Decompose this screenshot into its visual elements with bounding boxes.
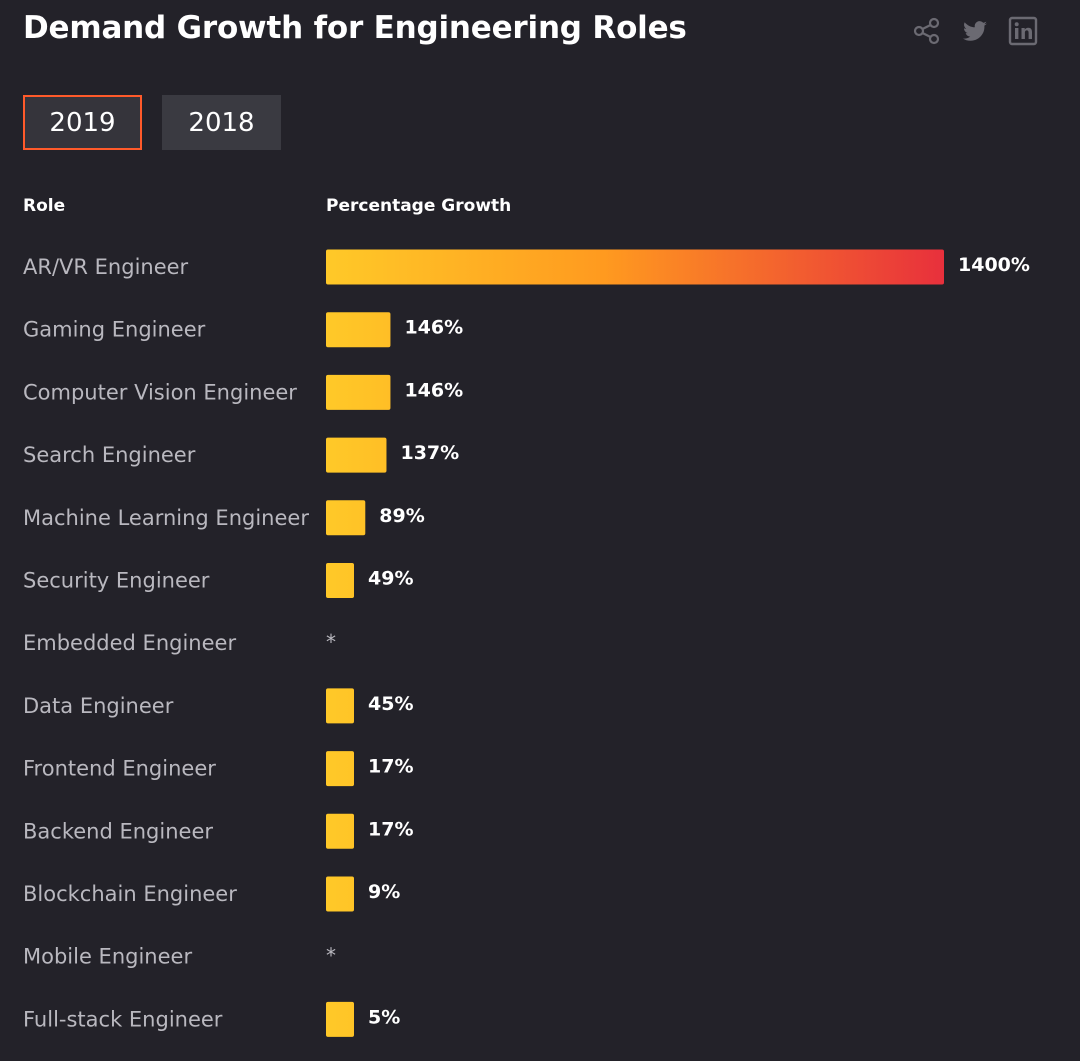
role-label-full-stack-engineer: Full-stack Engineer — [23, 1007, 223, 1031]
role-column-header: Role — [23, 196, 66, 216]
bar-security-engineer[interactable] — [326, 563, 354, 598]
twitter-icon[interactable] — [960, 16, 990, 46]
value-label-search-engineer: 137% — [400, 442, 459, 464]
bar-gaming-engineer[interactable] — [326, 312, 391, 348]
role-label-computer-vision-engineer: Computer Vision Engineer — [23, 380, 297, 404]
bar-ar-vr-engineer[interactable] — [326, 249, 944, 285]
share-icon[interactable] — [912, 16, 942, 46]
value-label-gaming-engineer: 146% — [404, 317, 463, 339]
role-label-frontend-engineer: Frontend Engineer — [23, 757, 216, 781]
no-data-marker: * — [326, 630, 336, 654]
role-label-mobile-engineer: Mobile Engineer — [23, 945, 192, 969]
value-label-frontend-engineer: 17% — [368, 756, 413, 778]
value-label-ar-vr-engineer: 1400% — [958, 254, 1030, 276]
role-label-blockchain-engineer: Blockchain Engineer — [23, 882, 237, 906]
value-label-data-engineer: 45% — [368, 693, 413, 715]
bar-search-engineer[interactable] — [326, 437, 387, 473]
linkedin-icon[interactable] — [1008, 16, 1038, 46]
growth-column-header: Percentage Growth — [326, 196, 512, 216]
role-label-gaming-engineer: Gaming Engineer — [23, 318, 206, 342]
role-label-security-engineer: Security Engineer — [23, 569, 210, 593]
bar-blockchain-engineer[interactable] — [326, 876, 354, 912]
value-label-machine-learning-engineer: 89% — [379, 505, 424, 527]
bar-frontend-engineer[interactable] — [326, 751, 354, 787]
tab-2019[interactable]: 2019 — [23, 95, 142, 150]
bar-backend-engineer[interactable] — [326, 813, 354, 849]
value-label-blockchain-engineer: 9% — [368, 881, 400, 903]
role-label-embedded-engineer: Embedded Engineer — [23, 631, 236, 655]
role-label-ar-vr-engineer: AR/VR Engineer — [23, 255, 189, 279]
value-label-backend-engineer: 17% — [368, 818, 413, 840]
role-label-backend-engineer: Backend Engineer — [23, 819, 213, 843]
tab-2018[interactable]: 2018 — [162, 95, 281, 150]
value-label-security-engineer: 49% — [368, 568, 413, 590]
value-label-computer-vision-engineer: 146% — [404, 379, 463, 401]
page-title: Demand Growth for Engineering Roles — [23, 10, 687, 46]
bar-full-stack-engineer[interactable] — [326, 1001, 354, 1037]
role-label-search-engineer: Search Engineer — [23, 443, 196, 467]
role-label-data-engineer: Data Engineer — [23, 694, 174, 718]
bar-computer-vision-engineer[interactable] — [326, 374, 391, 410]
growth-bar-chart: AR/VR Engineer 1400% Gaming Engineer 146% Co… — [23, 249, 1030, 1037]
bar-machine-learning-engineer[interactable] — [326, 500, 366, 536]
social-share-bar — [912, 16, 1038, 46]
value-label-full-stack-engineer: 5% — [368, 1006, 400, 1028]
year-tabs: 2019 2018 — [23, 95, 281, 150]
no-data-marker: * — [326, 944, 336, 968]
role-label-machine-learning-engineer: Machine Learning Engineer — [23, 506, 309, 530]
bar-data-engineer[interactable] — [326, 688, 354, 724]
